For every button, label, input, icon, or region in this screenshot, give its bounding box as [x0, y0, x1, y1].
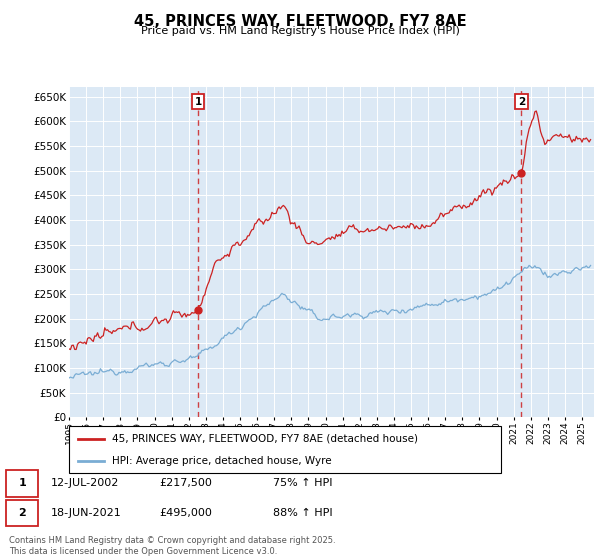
Text: 2: 2 [518, 97, 525, 106]
Text: 45, PRINCES WAY, FLEETWOOD, FY7 8AE (detached house): 45, PRINCES WAY, FLEETWOOD, FY7 8AE (det… [112, 434, 418, 444]
Text: 12-JUL-2002: 12-JUL-2002 [51, 478, 119, 488]
Text: 45, PRINCES WAY, FLEETWOOD, FY7 8AE: 45, PRINCES WAY, FLEETWOOD, FY7 8AE [134, 14, 466, 29]
Text: 88% ↑ HPI: 88% ↑ HPI [273, 508, 332, 518]
Text: HPI: Average price, detached house, Wyre: HPI: Average price, detached house, Wyre [112, 456, 332, 466]
Text: Contains HM Land Registry data © Crown copyright and database right 2025.
This d: Contains HM Land Registry data © Crown c… [9, 536, 335, 556]
Text: 1: 1 [194, 97, 202, 106]
Text: £217,500: £217,500 [159, 478, 212, 488]
Text: 75% ↑ HPI: 75% ↑ HPI [273, 478, 332, 488]
Text: 1: 1 [19, 478, 26, 488]
Text: 2: 2 [19, 508, 26, 518]
Text: £495,000: £495,000 [159, 508, 212, 518]
Text: 18-JUN-2021: 18-JUN-2021 [51, 508, 122, 518]
FancyBboxPatch shape [69, 426, 501, 473]
Text: Price paid vs. HM Land Registry's House Price Index (HPI): Price paid vs. HM Land Registry's House … [140, 26, 460, 36]
